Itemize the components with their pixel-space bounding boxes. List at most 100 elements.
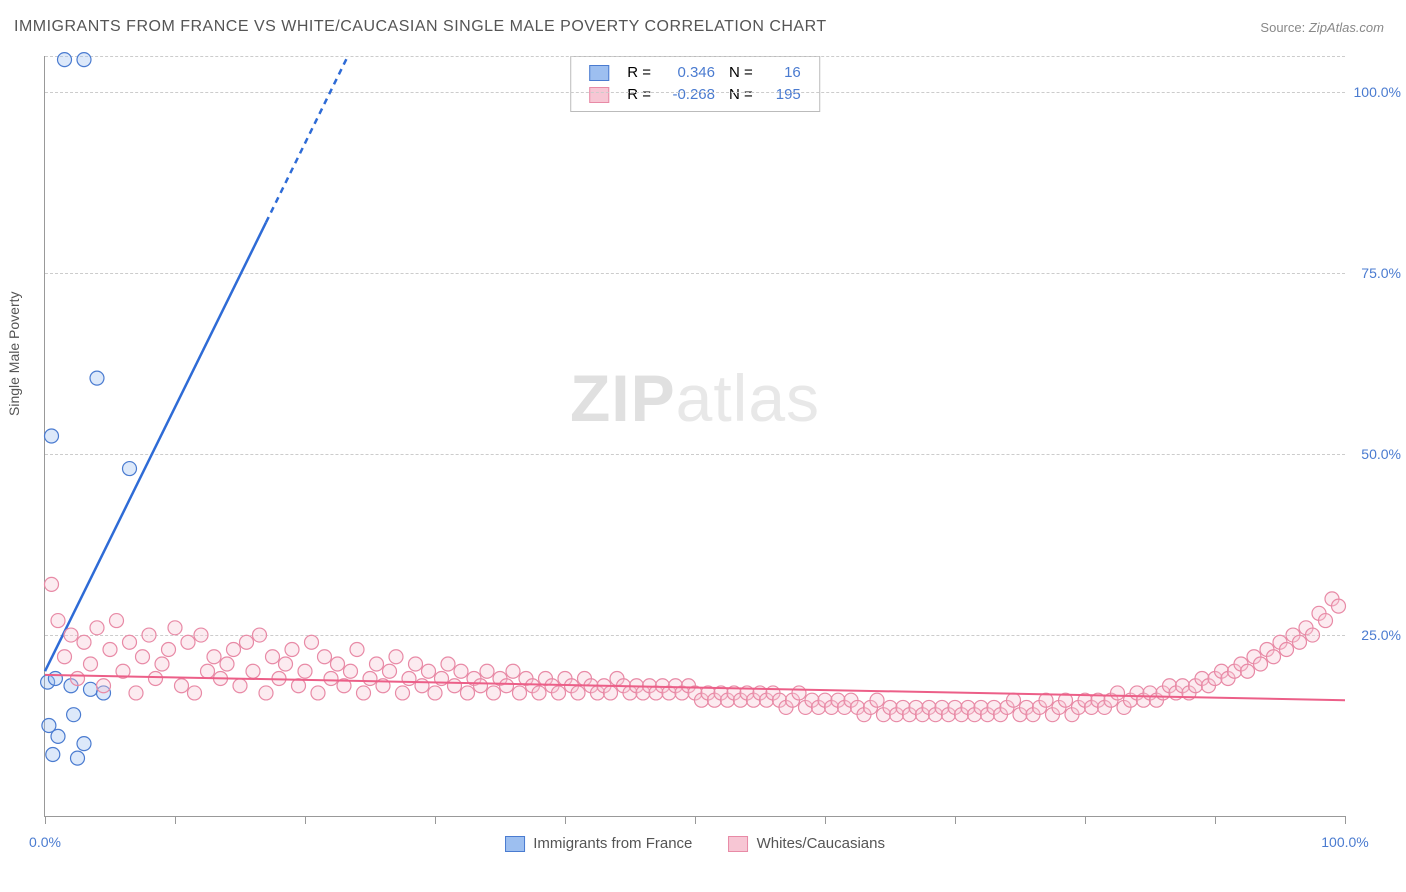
- data-point: [331, 657, 345, 671]
- data-point: [513, 686, 527, 700]
- data-point: [409, 657, 423, 671]
- data-point: [67, 708, 81, 722]
- data-point: [129, 686, 143, 700]
- data-point: [240, 635, 254, 649]
- data-point: [285, 643, 299, 657]
- legend-label: Immigrants from France: [533, 835, 692, 852]
- data-point: [175, 679, 189, 693]
- data-point: [194, 628, 208, 642]
- data-point: [383, 664, 397, 678]
- data-point: [77, 635, 91, 649]
- data-point: [506, 664, 520, 678]
- data-point: [396, 686, 410, 700]
- data-point: [155, 657, 169, 671]
- data-point: [1111, 686, 1125, 700]
- data-point: [441, 657, 455, 671]
- data-point: [415, 679, 429, 693]
- data-point: [233, 679, 247, 693]
- data-point: [305, 635, 319, 649]
- data-point: [142, 628, 156, 642]
- y-tick-label: 75.0%: [1349, 265, 1401, 281]
- data-point: [259, 686, 273, 700]
- data-point: [552, 686, 566, 700]
- x-tick: [695, 816, 696, 824]
- data-point: [90, 621, 104, 635]
- data-point: [220, 657, 234, 671]
- data-point: [97, 679, 111, 693]
- data-point: [500, 679, 514, 693]
- data-point: [311, 686, 325, 700]
- data-point: [46, 747, 60, 761]
- y-tick-label: 25.0%: [1349, 627, 1401, 643]
- data-point: [51, 614, 65, 628]
- y-axis-label: Single Male Poverty: [6, 291, 22, 416]
- x-tick: [1215, 816, 1216, 824]
- data-point: [45, 577, 59, 591]
- x-tick-label: 0.0%: [29, 834, 61, 850]
- data-point: [246, 664, 260, 678]
- data-point: [357, 686, 371, 700]
- series-legend: Immigrants from France Whites/Caucasians: [487, 835, 903, 852]
- data-point: [604, 686, 618, 700]
- data-point: [84, 657, 98, 671]
- data-point: [370, 657, 384, 671]
- data-point: [1293, 635, 1307, 649]
- data-point: [1241, 664, 1255, 678]
- data-point: [1332, 599, 1346, 613]
- data-point: [487, 686, 501, 700]
- source-attribution: Source: ZipAtlas.com: [1260, 20, 1384, 35]
- data-point: [792, 686, 806, 700]
- data-point: [201, 664, 215, 678]
- data-point: [51, 729, 65, 743]
- data-point: [1267, 650, 1281, 664]
- data-point: [181, 635, 195, 649]
- data-point: [448, 679, 462, 693]
- data-point: [428, 686, 442, 700]
- x-tick: [565, 816, 566, 824]
- data-point: [58, 650, 72, 664]
- chart-title: IMMIGRANTS FROM FRANCE VS WHITE/CAUCASIA…: [14, 18, 827, 36]
- x-tick: [175, 816, 176, 824]
- data-point: [474, 679, 488, 693]
- data-point: [571, 686, 585, 700]
- data-point: [162, 643, 176, 657]
- data-point: [389, 650, 403, 664]
- data-point: [149, 671, 163, 685]
- x-tick: [955, 816, 956, 824]
- x-tick: [825, 816, 826, 824]
- data-point: [402, 671, 416, 685]
- data-point: [363, 671, 377, 685]
- regression-line: [45, 222, 266, 671]
- legend-label: Whites/Caucasians: [757, 835, 885, 852]
- data-point: [253, 628, 267, 642]
- source-value: ZipAtlas.com: [1309, 20, 1384, 35]
- data-point: [58, 53, 72, 67]
- x-tick: [305, 816, 306, 824]
- data-point: [84, 682, 98, 696]
- data-point: [266, 650, 280, 664]
- data-point: [71, 751, 85, 765]
- x-tick: [1345, 816, 1346, 824]
- data-point: [71, 671, 85, 685]
- data-point: [454, 664, 468, 678]
- data-point: [1306, 628, 1320, 642]
- plot-svg: [45, 56, 1345, 816]
- data-point: [45, 429, 59, 443]
- data-point: [1254, 657, 1268, 671]
- data-point: [461, 686, 475, 700]
- data-point: [136, 650, 150, 664]
- x-tick-label: 100.0%: [1321, 834, 1368, 850]
- data-point: [422, 664, 436, 678]
- data-point: [870, 693, 884, 707]
- data-point: [350, 643, 364, 657]
- x-tick: [435, 816, 436, 824]
- data-point: [480, 664, 494, 678]
- data-point: [318, 650, 332, 664]
- data-point: [532, 686, 546, 700]
- data-point: [48, 671, 62, 685]
- data-point: [123, 462, 137, 476]
- y-tick-label: 100.0%: [1349, 84, 1401, 100]
- regression-line: [266, 56, 348, 222]
- data-point: [1280, 643, 1294, 657]
- scatter-plot-area: ZIPatlas R =0.346N =16R =-0.268N =195 Im…: [44, 56, 1345, 817]
